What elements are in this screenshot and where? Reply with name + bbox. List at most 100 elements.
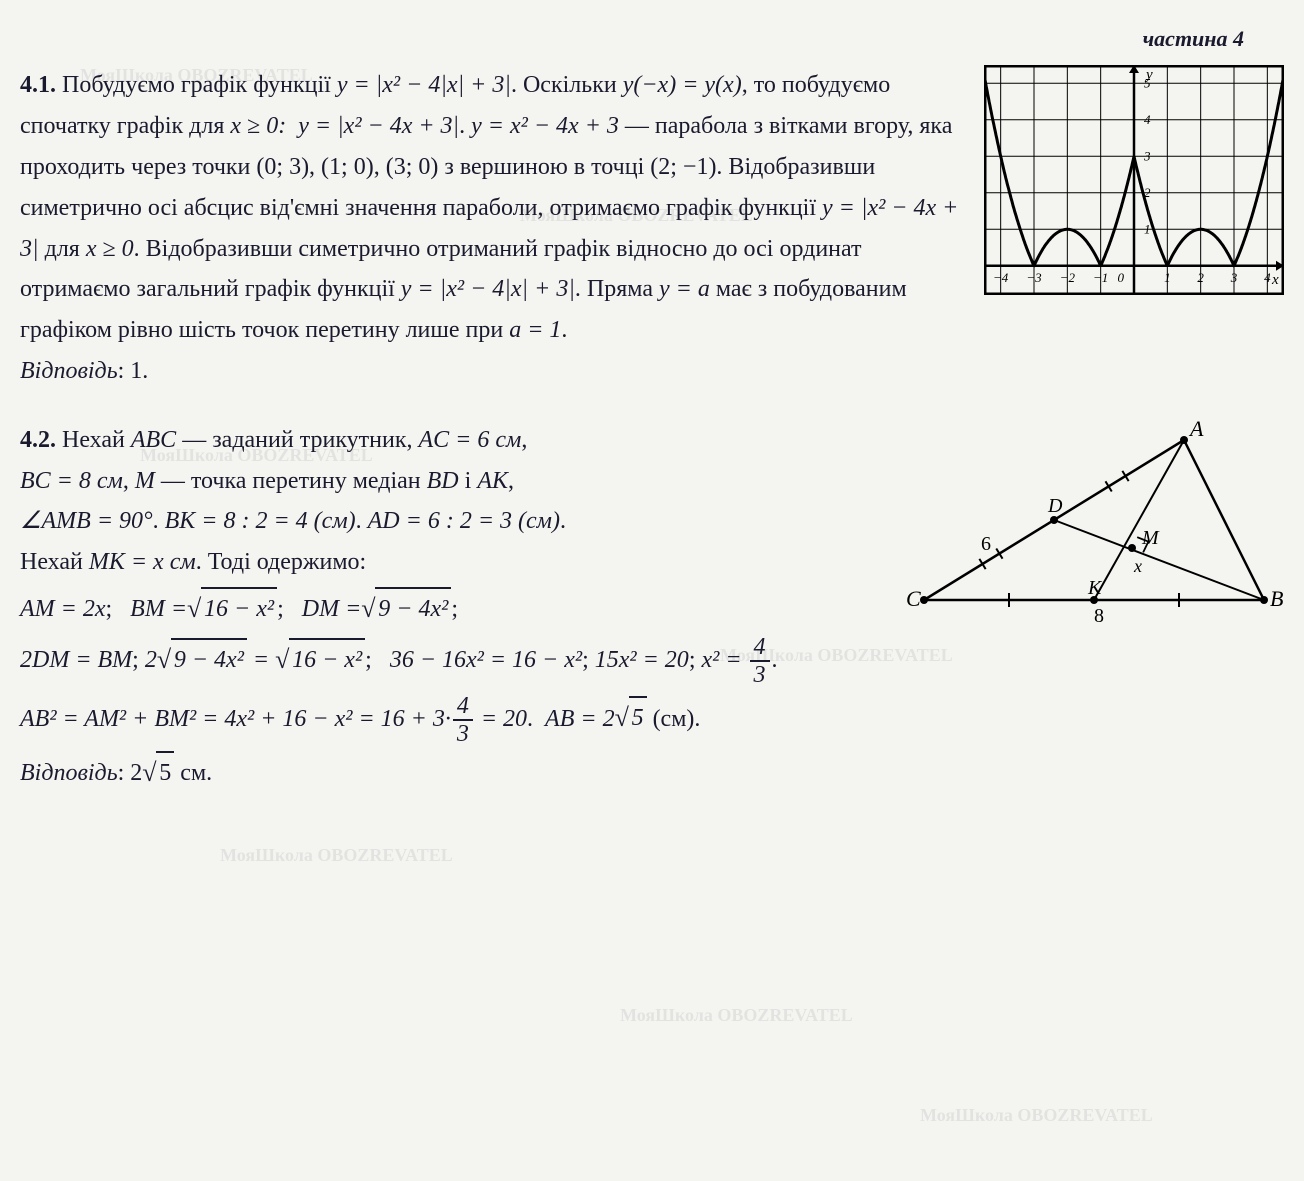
svg-text:x: x <box>1133 556 1142 576</box>
text: . <box>356 508 368 534</box>
triangle-name: ABC <box>131 427 176 453</box>
text: . <box>560 508 566 534</box>
answer-label: Відповідь <box>20 760 118 786</box>
graph-svg: −4−3−2−1123412345yx0 <box>984 65 1284 295</box>
equation: y(−x) = y(x) <box>623 72 742 98</box>
sqrt: 9 − 4x² <box>157 638 247 681</box>
watermark: МояШкола OBOZREVATEL <box>220 840 453 871</box>
equation: DM = <box>302 596 362 622</box>
page: МояШкола OBOZREVATEL МояШкола OBOZREVATE… <box>20 20 1284 794</box>
equation: 2 <box>145 647 157 673</box>
text: (см). <box>647 705 701 731</box>
radicand: 16 − x² <box>201 587 277 630</box>
text: , <box>508 468 514 494</box>
equation: x ≥ 0 <box>86 236 134 262</box>
text: . Оскільки <box>511 72 623 98</box>
equation: BK = 8 : 2 = 4 (см) <box>165 508 356 534</box>
svg-text:−2: −2 <box>1060 270 1076 285</box>
equation: ∠AMB = 90° <box>20 508 153 534</box>
sqrt: 5 <box>142 751 174 794</box>
equation: y = |x² − 4|x| + 3| <box>401 276 575 302</box>
equation: x ≥ 0: <box>230 113 286 139</box>
equation: AB² = AM² + BM² = 4x² + 16 − x² = 16 + 3… <box>20 705 451 731</box>
text: , <box>123 468 135 494</box>
svg-text:K: K <box>1087 577 1103 599</box>
svg-text:1: 1 <box>1144 222 1151 237</box>
svg-text:0: 0 <box>1118 270 1125 285</box>
svg-text:3: 3 <box>1230 270 1238 285</box>
answer-value: : 2 <box>118 760 143 786</box>
equation: AB = 2 <box>545 705 615 731</box>
svg-text:8: 8 <box>1094 605 1104 627</box>
text: Побудуємо графік функції <box>62 72 337 98</box>
triangle-svg: A B C D K M 6 8 x <box>904 420 1284 640</box>
svg-text:6: 6 <box>981 533 991 555</box>
sqrt: 16 − x² <box>275 638 365 681</box>
equation: AM = 2x <box>20 596 106 622</box>
svg-text:−3: −3 <box>1026 270 1042 285</box>
svg-text:x: x <box>1271 272 1279 288</box>
text: для <box>39 236 86 262</box>
svg-text:1: 1 <box>1164 270 1171 285</box>
equation: AC = 6 см <box>419 427 522 453</box>
text: . <box>459 113 471 139</box>
svg-text:A: A <box>1188 420 1204 441</box>
fraction: 43 <box>750 634 770 689</box>
text: , <box>521 427 527 453</box>
equation: 15x² = 20 <box>595 647 689 673</box>
answer-label: Відповідь <box>20 358 118 384</box>
equation: = 20 <box>475 705 527 731</box>
problem-number: 4.2. <box>20 427 56 453</box>
watermark: МояШкола OBOZREVATEL <box>620 1000 853 1031</box>
problem-4-1: −4−3−2−1123412345yx0 4.1. Побудуємо граф… <box>20 65 1284 391</box>
denominator: 3 <box>750 662 770 688</box>
equation: BC = 8 см <box>20 468 123 494</box>
radicand: 16 − x² <box>289 638 365 681</box>
svg-text:−1: −1 <box>1093 270 1108 285</box>
problem-number: 4.1. <box>20 72 56 98</box>
text: . Пряма <box>575 276 659 302</box>
watermark: МояШкола OBOZREVATEL <box>920 1100 1153 1131</box>
equation: a = 1 <box>509 317 561 343</box>
svg-text:4: 4 <box>1264 270 1271 285</box>
denominator: 3 <box>453 721 473 747</box>
radicand: 9 − 4x² <box>375 587 451 630</box>
numerator: 4 <box>750 634 770 662</box>
svg-text:C: C <box>906 586 921 611</box>
sqrt: 16 − x² <box>187 587 277 630</box>
segment: BD <box>427 468 459 494</box>
svg-text:−4: −4 <box>993 270 1009 285</box>
radicand: 5 <box>629 696 647 739</box>
text: Нехай <box>62 427 131 453</box>
text: — точка перетину медіан <box>155 468 427 494</box>
section-header: частина 4 <box>20 20 1284 57</box>
equation: y = a <box>659 276 710 302</box>
answer-value: см. <box>174 760 212 786</box>
text: Нехай <box>20 549 89 575</box>
equation: BM = <box>130 596 187 622</box>
equation: 36 − 16x² = 16 − x² <box>390 647 582 673</box>
equation: 2DM = BM <box>20 647 132 673</box>
svg-text:2: 2 <box>1144 185 1151 200</box>
answer-value: : 1. <box>118 358 149 384</box>
svg-text:M: M <box>1141 527 1160 549</box>
text: і <box>459 468 478 494</box>
numerator: 4 <box>453 693 473 721</box>
equation: MK = x см <box>89 549 196 575</box>
triangle-diagram: A B C D K M 6 8 x <box>904 420 1284 654</box>
svg-text:2: 2 <box>1197 270 1204 285</box>
svg-text:y: y <box>1144 67 1153 83</box>
equals: = <box>253 647 275 673</box>
problem-4-2: ABCDKM68x 4.2. Нехай ABC — заданий трику… <box>20 420 1284 794</box>
text: — заданий трикутник, <box>176 427 418 453</box>
sqrt: 9 − 4x² <box>361 587 451 630</box>
svg-text:4: 4 <box>1144 112 1151 127</box>
equation: y = |x² − 4x + 3| <box>298 113 459 139</box>
equation: y = x² − 4x + 3 <box>471 113 619 139</box>
svg-text:D: D <box>1047 495 1063 517</box>
text: . <box>561 317 567 343</box>
equation-line: AB² = AM² + BM² = 4x² + 16 − x² = 16 + 3… <box>20 693 1284 748</box>
fraction: 43 <box>453 693 473 748</box>
svg-text:B: B <box>1270 586 1283 611</box>
point: M <box>135 468 155 494</box>
